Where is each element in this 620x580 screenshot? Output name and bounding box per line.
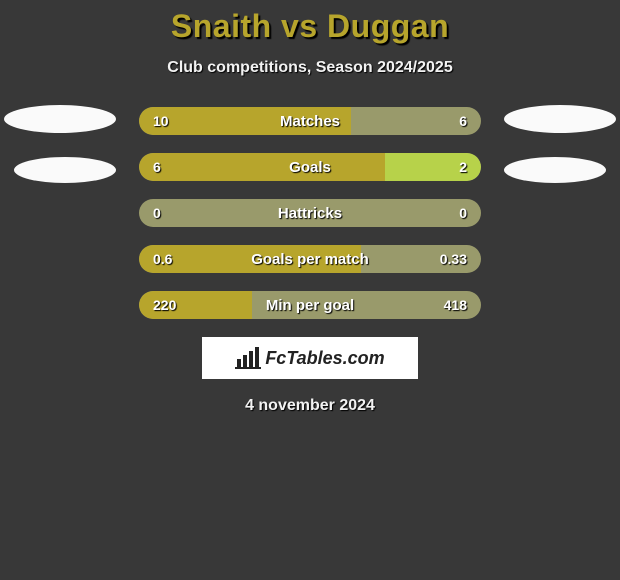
date-label: 4 november 2024 xyxy=(0,397,620,415)
stat-bar: 106Matches xyxy=(139,107,481,135)
player-right-ellipse-bottom xyxy=(504,157,606,183)
stat-value-right: 0.33 xyxy=(440,245,467,273)
stat-bar: 0.60.33Goals per match xyxy=(139,245,481,273)
stat-bar-left-fill xyxy=(139,291,252,319)
player-left-ellipse-bottom xyxy=(14,157,116,183)
stat-value-right: 418 xyxy=(444,291,467,319)
stat-label: Hattricks xyxy=(139,199,481,227)
stat-value-right: 6 xyxy=(459,107,467,135)
brand-text: FcTables.com xyxy=(265,348,384,369)
stat-bar: 220418Min per goal xyxy=(139,291,481,319)
stat-bar-left-fill xyxy=(139,245,361,273)
stat-value-right: 0 xyxy=(459,199,467,227)
brand-box: FcTables.com xyxy=(202,337,418,379)
chart-icon xyxy=(235,347,261,369)
stat-bars: 106Matches 62Goals 0 0Hattricks 0.60.33Goals… xyxy=(139,107,481,319)
player-left-ellipse-top xyxy=(4,105,116,133)
stat-bar-left-fill xyxy=(139,107,351,135)
stat-bar: 62Goals xyxy=(139,153,481,181)
stat-bar-left-fill xyxy=(139,153,385,181)
player-right-ellipse-top xyxy=(504,105,616,133)
stat-value-left: 0 xyxy=(153,199,161,227)
stat-bar-right-fill xyxy=(385,153,481,181)
subtitle: Club competitions, Season 2024/2025 xyxy=(0,59,620,77)
stat-bar: 0 0Hattricks xyxy=(139,199,481,227)
comparison-content: 106Matches 62Goals 0 0Hattricks 0.60.33Goals… xyxy=(0,107,620,415)
page-title: Snaith vs Duggan xyxy=(0,0,620,45)
